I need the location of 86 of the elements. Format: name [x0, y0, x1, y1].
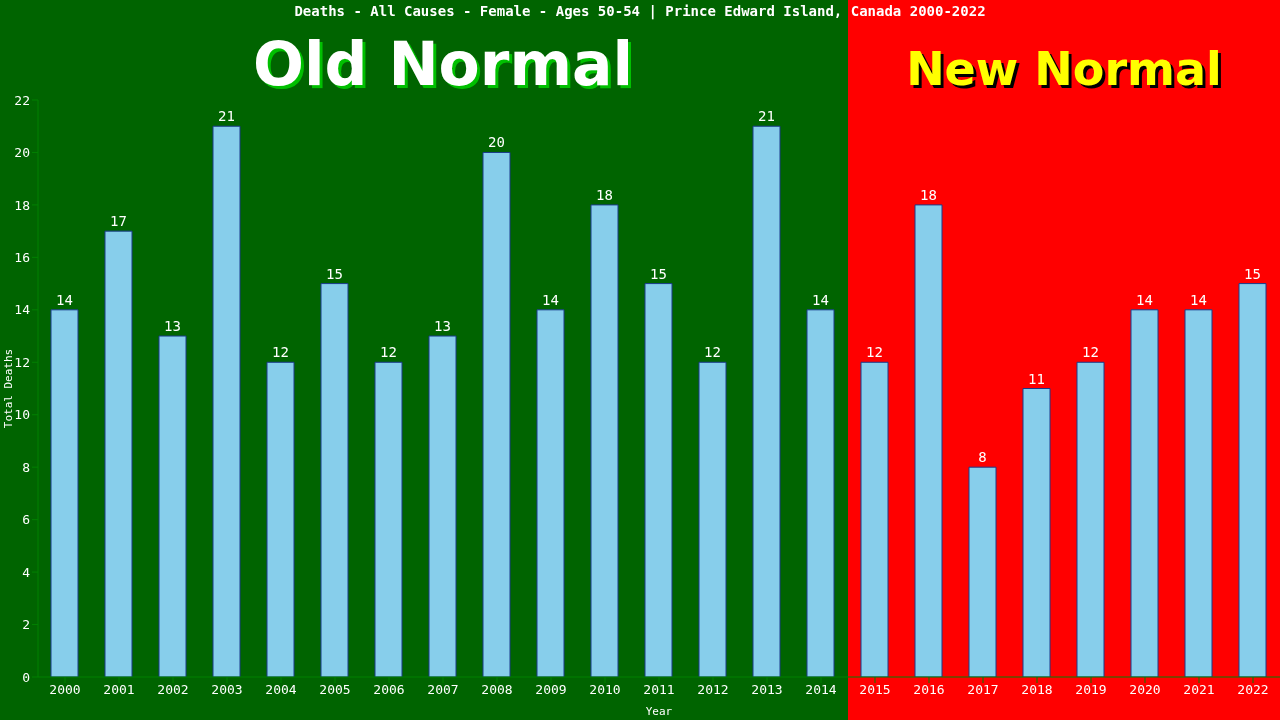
bar	[1238, 283, 1267, 677]
y-tick-label: 18	[14, 197, 30, 213]
x-tick-label: 2010	[589, 682, 621, 698]
bar	[1184, 309, 1213, 677]
data-label: 12	[380, 344, 397, 361]
bar	[698, 361, 727, 677]
bar	[914, 204, 943, 677]
y-tick-label: 14	[14, 302, 31, 318]
data-label: 15	[650, 265, 667, 282]
bar	[1076, 361, 1105, 677]
chart-title: Deaths - All Causes - Female - Ages 50-54 | Prince Edward Island, Canada 2000-2022	[293, 3, 987, 19]
bar	[104, 230, 133, 677]
x-tick-label: 2003	[211, 682, 243, 698]
bar	[1022, 388, 1051, 677]
data-label: 17	[110, 213, 127, 230]
x-tick-label: 2022	[1237, 682, 1269, 698]
y-tick-label: 8	[22, 459, 30, 475]
bar	[536, 309, 565, 677]
x-tick-label: 2012	[697, 682, 729, 698]
data-label: 12	[1082, 344, 1099, 361]
data-label: 21	[218, 108, 235, 125]
bar	[428, 335, 457, 677]
data-label: 12	[272, 344, 289, 361]
x-tick-label: 2015	[859, 682, 891, 698]
x-tick-label: 2002	[157, 682, 189, 698]
x-tick-label: 2020	[1129, 682, 1161, 698]
band-label: New Normal	[906, 42, 1222, 96]
x-tick-label: 2001	[103, 682, 135, 698]
bar	[806, 309, 835, 677]
x-tick-label: 2011	[643, 682, 675, 698]
x-tick-label: 2006	[373, 682, 405, 698]
bar	[590, 204, 619, 677]
data-label: 18	[596, 186, 613, 203]
x-tick-label: 2008	[481, 682, 513, 698]
y-tick-label: 16	[14, 249, 30, 265]
bar	[212, 125, 241, 677]
y-tick-label: 10	[14, 407, 30, 423]
data-label: 8	[978, 449, 987, 466]
data-label: 20	[488, 134, 505, 151]
y-tick-label: 22	[14, 92, 30, 108]
data-label: 15	[326, 265, 343, 282]
data-label: 14	[812, 291, 829, 308]
y-tick-label: 4	[22, 564, 31, 580]
x-tick-label: 2013	[751, 682, 783, 698]
bar	[1130, 309, 1159, 677]
data-label: 12	[866, 344, 883, 361]
x-tick-label: 2004	[265, 682, 297, 698]
x-tick-label: 2017	[967, 682, 999, 698]
x-tick-label: 2016	[913, 682, 945, 698]
data-label: 14	[542, 291, 559, 308]
y-axis-title: Total Deaths	[1, 348, 15, 429]
y-tick-label: 20	[14, 145, 30, 161]
data-label: 14	[1190, 291, 1207, 308]
bar	[50, 309, 79, 677]
data-label: 13	[164, 318, 181, 335]
bar	[320, 283, 349, 677]
data-label: 11	[1028, 370, 1045, 387]
bar	[968, 466, 997, 677]
x-tick-label: 2021	[1183, 682, 1215, 698]
data-label: 13	[434, 318, 451, 335]
band-label: Old Normal	[252, 29, 634, 99]
data-label: 21	[758, 108, 775, 125]
data-label: 14	[56, 291, 73, 308]
bar	[374, 361, 403, 677]
x-tick-label: 2007	[427, 682, 459, 698]
x-tick-label: 2005	[319, 682, 351, 698]
y-tick-label: 6	[22, 512, 30, 528]
x-tick-label: 2014	[805, 682, 837, 698]
x-tick-label: 2019	[1075, 682, 1107, 698]
bar	[752, 125, 781, 677]
y-tick-label: 2	[22, 617, 30, 633]
data-label: 18	[920, 186, 937, 203]
bar	[482, 151, 511, 677]
bar	[266, 361, 295, 677]
bar	[158, 335, 187, 677]
data-label: 15	[1244, 265, 1261, 282]
y-tick-label: 12	[14, 354, 30, 370]
x-tick-label: 2018	[1021, 682, 1053, 698]
x-tick-label: 2009	[535, 682, 567, 698]
data-label: 14	[1136, 291, 1153, 308]
x-axis-title: Year	[645, 705, 673, 718]
bar	[644, 283, 673, 677]
y-tick-label: 0	[22, 669, 30, 685]
bar	[860, 361, 889, 677]
data-label: 12	[704, 344, 721, 361]
x-tick-label: 2000	[49, 682, 81, 698]
